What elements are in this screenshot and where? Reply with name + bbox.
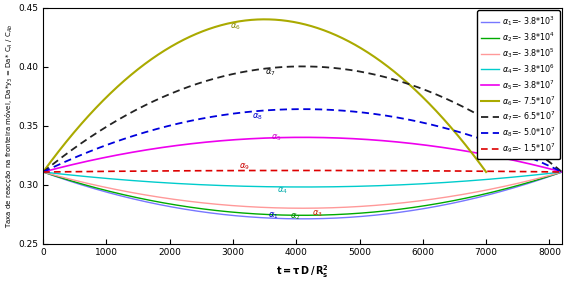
Text: $\alpha_1$: $\alpha_1$ (268, 211, 278, 221)
Text: $\alpha_5$: $\alpha_5$ (271, 133, 282, 143)
Text: $\alpha_7$: $\alpha_7$ (265, 68, 276, 78)
Text: $\alpha_2$: $\alpha_2$ (290, 212, 301, 222)
Text: $\alpha_3$: $\alpha_3$ (312, 208, 323, 219)
Text: $\alpha_8$: $\alpha_8$ (252, 112, 263, 122)
Legend: $\alpha_1$=- 3.8*10$^3$, $\alpha_2$=- 3.8*10$^4$, $\alpha_3$=- 3.8*10$^5$, $\alp: $\alpha_1$=- 3.8*10$^3$, $\alpha_2$=- 3.… (477, 10, 560, 159)
X-axis label: $\mathbf{t = \tau\, D\, /\, R_s^2}$: $\mathbf{t = \tau\, D\, /\, R_s^2}$ (276, 263, 329, 280)
Text: $\alpha_4$: $\alpha_4$ (277, 186, 288, 197)
Text: $\alpha_9$: $\alpha_9$ (239, 161, 250, 172)
Text: $\alpha_6$: $\alpha_6$ (230, 22, 240, 32)
Y-axis label: Taxa de reacção na fronteira móvel, Da*y$_3$ = Da* C$_A$ / C$_{Ab}$: Taxa de reacção na fronteira móvel, Da*y… (4, 23, 15, 228)
